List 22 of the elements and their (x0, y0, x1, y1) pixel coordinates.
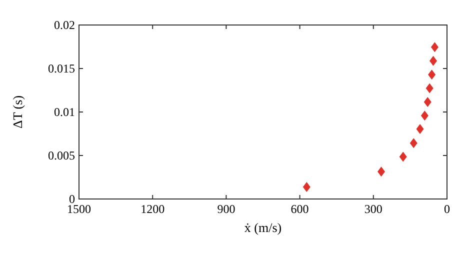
point (430, 56, 438, 66)
point (378, 166, 385, 177)
x-tick-label: 1200 (140, 202, 165, 216)
y-tick-label: 0.005 (48, 148, 75, 162)
point (430, 42, 438, 52)
point (428, 70, 436, 80)
point (424, 96, 432, 107)
x-axis-title: ẋ (m/s) (244, 220, 282, 235)
point (399, 152, 407, 162)
x-tick-label: 300 (364, 202, 382, 216)
y-tick-label: 0.01 (54, 105, 75, 119)
x-tick-label: 600 (290, 202, 309, 216)
y-axis-title: ΔT (s) (10, 95, 25, 129)
point (426, 83, 434, 94)
point (420, 110, 428, 121)
x-tick-label: 900 (217, 202, 236, 216)
point (416, 124, 424, 134)
x-tick-label: 0 (444, 202, 450, 216)
point (410, 138, 418, 148)
y-tick-label: 0.02 (54, 18, 75, 32)
y-tick-label: 0.015 (48, 62, 75, 76)
point (302, 182, 310, 192)
